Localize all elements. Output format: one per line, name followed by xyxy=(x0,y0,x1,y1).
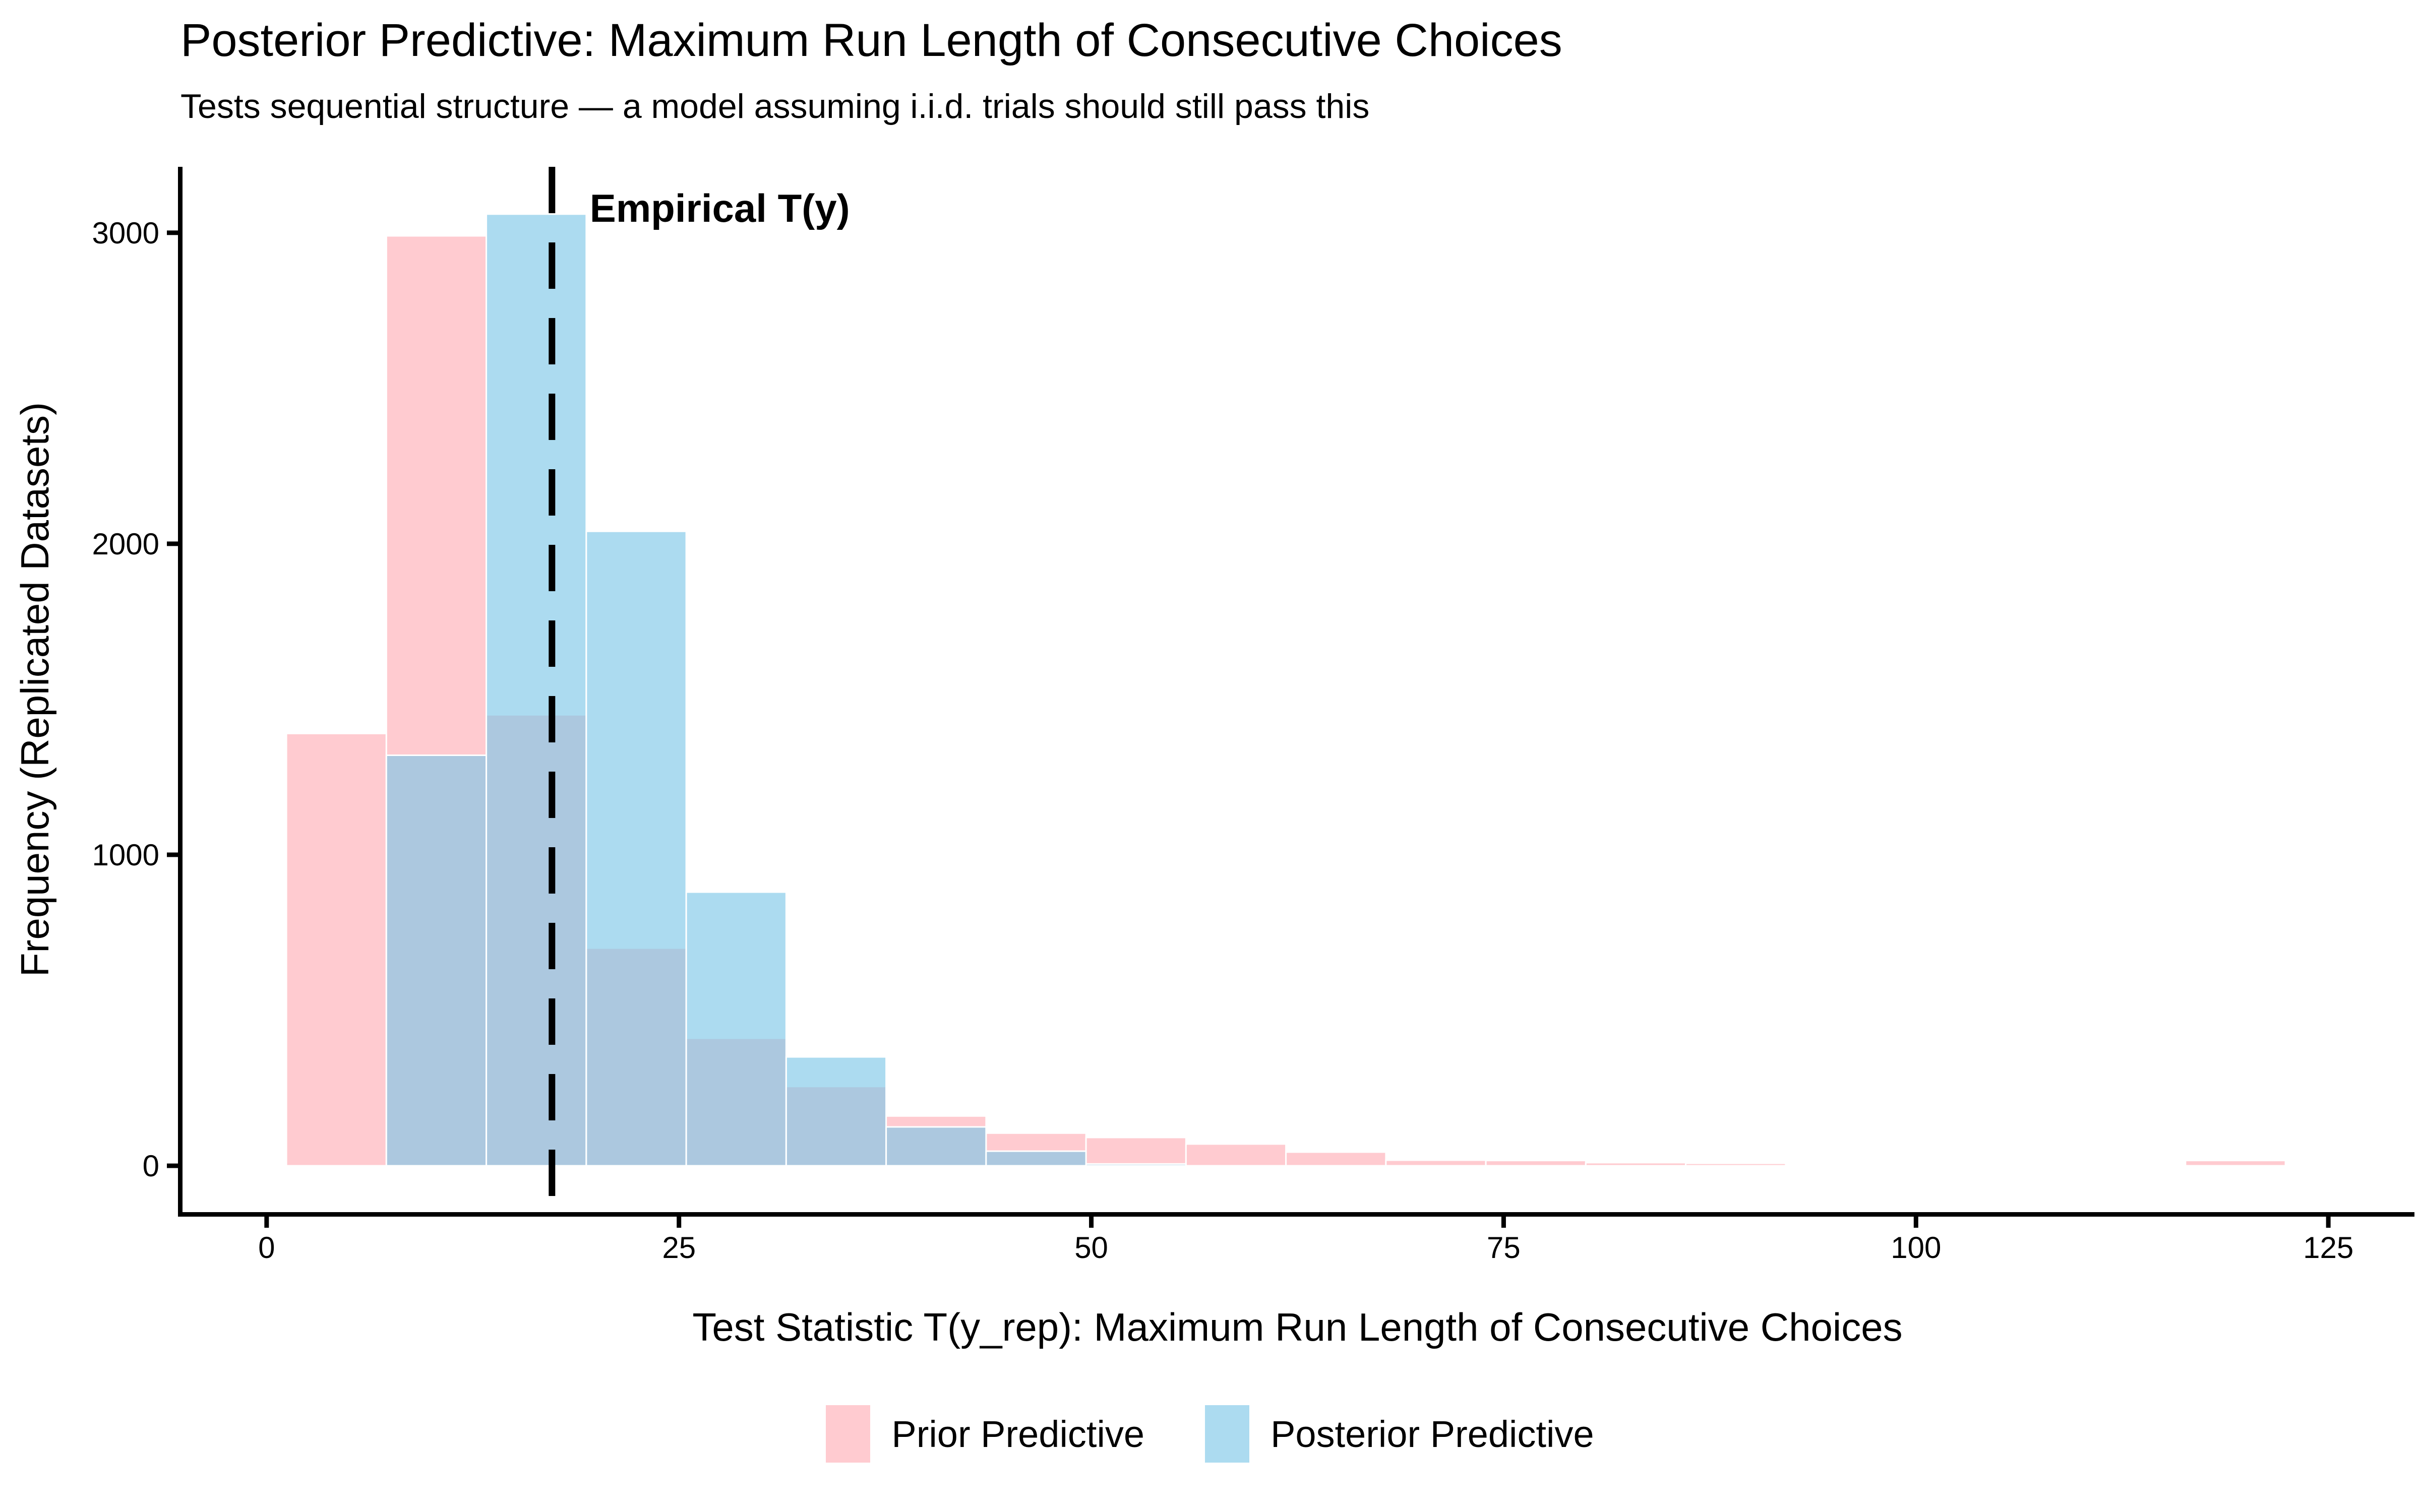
x-tick-label: 25 xyxy=(662,1231,696,1265)
prior-bar xyxy=(1585,1162,1687,1167)
x-axis-label: Test Statistic T(y_rep): Maximum Run Len… xyxy=(692,1305,1903,1349)
empirical-ty-annotation: Empirical T(y) xyxy=(589,186,850,230)
posterior-swatch xyxy=(1205,1405,1250,1463)
posterior-bar xyxy=(1085,1163,1187,1167)
x-tick-label: 50 xyxy=(1074,1231,1108,1265)
legend: Prior Predictive Posterior Predictive xyxy=(0,1405,2420,1463)
x-tick-label: 100 xyxy=(1891,1231,1941,1265)
legend-item-posterior: Posterior Predictive xyxy=(1205,1405,1594,1463)
posterior-bar xyxy=(486,213,587,1167)
y-axis-label: Frequency (Replicated Datasets) xyxy=(13,402,57,977)
posterior-bar xyxy=(785,1056,887,1167)
y-axis-ticks: 0 1000 2000 3000 xyxy=(92,216,178,1183)
posterior-bar xyxy=(585,530,687,1167)
posterior-bar xyxy=(885,1126,987,1167)
prior-bar xyxy=(285,732,387,1167)
prior-bar xyxy=(1685,1162,1787,1167)
prior-bar xyxy=(1485,1160,1587,1167)
x-tick-label: 125 xyxy=(2303,1231,2353,1265)
x-tick-label: 0 xyxy=(258,1231,275,1265)
y-tick-label: 3000 xyxy=(92,216,159,250)
prior-bar xyxy=(1185,1143,1287,1167)
chart-title: Posterior Predictive: Maximum Run Length… xyxy=(180,15,1562,66)
prior-swatch xyxy=(826,1405,871,1463)
axes xyxy=(178,167,2414,1217)
prior-bar xyxy=(1385,1159,1487,1167)
posterior-legend-label: Posterior Predictive xyxy=(1270,1413,1594,1455)
posterior-bars xyxy=(385,213,1187,1167)
posterior-bar xyxy=(385,754,488,1167)
x-axis-ticks: 0 25 50 75 100 125 xyxy=(258,1217,2353,1265)
x-tick-label: 75 xyxy=(1487,1231,1521,1265)
legend-item-prior: Prior Predictive xyxy=(826,1405,1144,1463)
chart-subtitle: Tests sequential structure — a model ass… xyxy=(180,87,1370,125)
prior-bar xyxy=(2185,1160,2286,1167)
y-tick-label: 0 xyxy=(143,1149,159,1183)
y-tick-label: 2000 xyxy=(92,527,159,561)
prior-legend-label: Prior Predictive xyxy=(891,1413,1145,1455)
y-tick-label: 1000 xyxy=(92,838,159,872)
prior-bar xyxy=(1085,1137,1187,1167)
posterior-bar xyxy=(685,891,787,1167)
chart-canvas: 0 25 50 75 100 125 0 1000 2000 3000 xyxy=(92,167,2414,1265)
prior-bar xyxy=(1285,1151,1387,1167)
posterior-bar xyxy=(985,1150,1087,1167)
